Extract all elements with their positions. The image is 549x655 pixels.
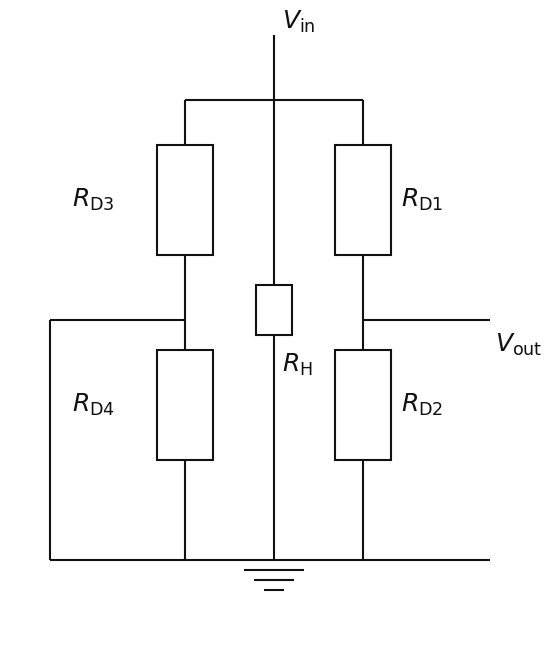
Bar: [157, 145, 213, 255]
Text: $R_{\mathrm{H}}$: $R_{\mathrm{H}}$: [282, 352, 313, 378]
Text: $R_{\mathrm{D3}}$: $R_{\mathrm{D3}}$: [72, 187, 115, 213]
Bar: [157, 350, 213, 460]
Bar: [335, 145, 391, 255]
Bar: [335, 350, 391, 460]
Text: $R_{\mathrm{D2}}$: $R_{\mathrm{D2}}$: [401, 392, 443, 418]
Text: $V_{\mathrm{out}}$: $V_{\mathrm{out}}$: [495, 332, 542, 358]
Text: $R_{\mathrm{D4}}$: $R_{\mathrm{D4}}$: [72, 392, 115, 418]
Text: $R_{\mathrm{D1}}$: $R_{\mathrm{D1}}$: [401, 187, 444, 213]
Text: $V_{\mathrm{in}}$: $V_{\mathrm{in}}$: [282, 9, 316, 35]
Bar: [256, 285, 292, 335]
